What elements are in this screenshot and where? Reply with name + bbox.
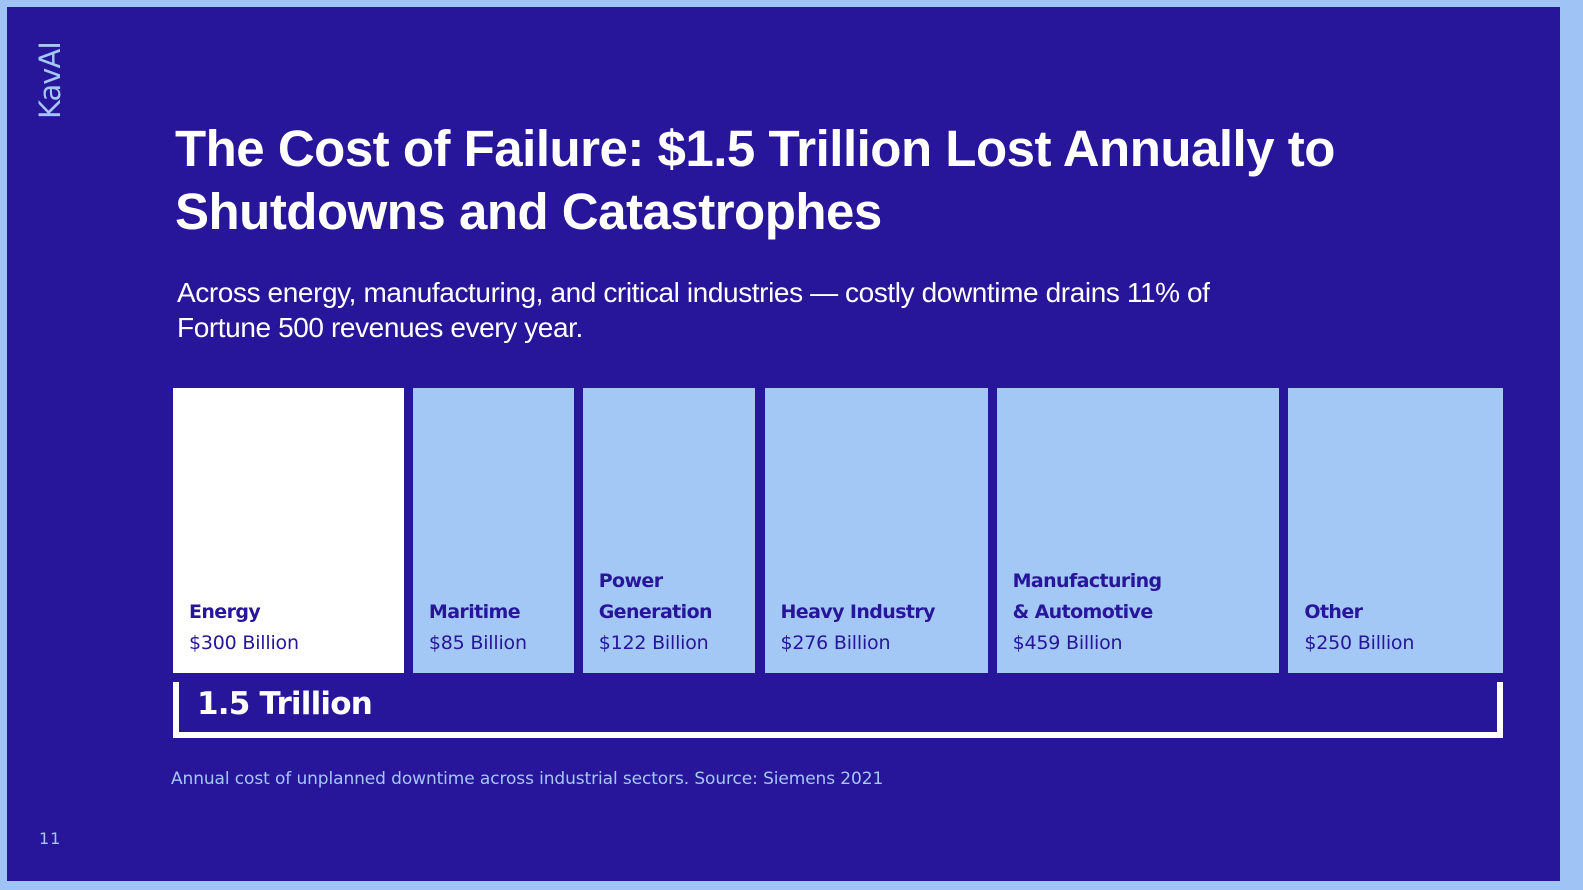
bar-value-label: $250 Billion [1304, 632, 1415, 654]
bar-category-label: Manufacturing & Automotive [1013, 566, 1274, 628]
page-number: 11 [39, 829, 62, 848]
total-bracket: 1.5 Trillion [173, 682, 1503, 738]
slide: KavAI The Cost of Failure: $1.5 Trillion… [7, 7, 1560, 881]
bar-category-label: Power Generation [599, 566, 750, 628]
bar-value-label: $122 Billion [598, 632, 709, 654]
bar-label: Other $250 Billion [1304, 597, 1497, 659]
bar-category-line: Heavy Industry [780, 601, 936, 623]
bar-category-line: Energy [189, 601, 261, 623]
bar-label: Maritime $85 Billion [429, 597, 568, 659]
bar-value-label: $300 Billion [189, 632, 299, 654]
page-subtitle: Across energy, manufacturing, and critic… [177, 277, 1210, 343]
bar-maritime: Maritime $85 Billion [412, 388, 574, 673]
bar-category-label: Other [1304, 597, 1497, 628]
bar-manufacturing-automotive: Manufacturing & Automotive $459 Billion [996, 388, 1280, 673]
bar-category-label: Maritime [429, 597, 568, 628]
brand-logo: KavAI [29, 31, 69, 141]
bar-power-generation: Power Generation $122 Billion [582, 388, 756, 673]
bar-category-line: & Automotive [1012, 601, 1154, 623]
bar-category-label: Heavy Industry [781, 597, 982, 628]
bar-value-label: $85 Billion [428, 632, 527, 654]
bar-category-line: Maritime [428, 601, 521, 623]
total-label: 1.5 Trillion [197, 686, 373, 722]
bar-label: Energy $300 Billion [189, 597, 398, 659]
downtime-cost-chart: Other $250 Billion Manufacturing & Automoti… [173, 388, 1503, 738]
logo-text: KavAI [33, 42, 67, 119]
bar-category-line: Power [598, 570, 663, 592]
bar-value-label: $276 Billion [780, 632, 891, 654]
bar-heavy-industry: Heavy Industry $276 Billion [764, 388, 988, 673]
page-title: The Cost of Failure: $1.5 Trillion Lost … [175, 120, 1335, 240]
bar-value-label: $459 Billion [1012, 632, 1123, 654]
bar-category-line: Generation [598, 601, 713, 623]
kavai-logo-icon: KavAI [33, 42, 67, 119]
bar-category-line: Other [1304, 601, 1363, 623]
bar-label: Manufacturing & Automotive $459 Billion [1013, 566, 1274, 659]
bar-other: Other $250 Billion [1288, 388, 1503, 673]
bar-energy: Energy $300 Billion [173, 388, 404, 673]
bar-label: Heavy Industry $276 Billion [781, 597, 982, 659]
bar-label: Power Generation $122 Billion [599, 566, 750, 659]
bar-category-label: Energy [189, 597, 398, 628]
bar-category-line: Manufacturing [1012, 570, 1163, 592]
chart-caption: Annual cost of unplanned downtime across… [171, 769, 884, 789]
